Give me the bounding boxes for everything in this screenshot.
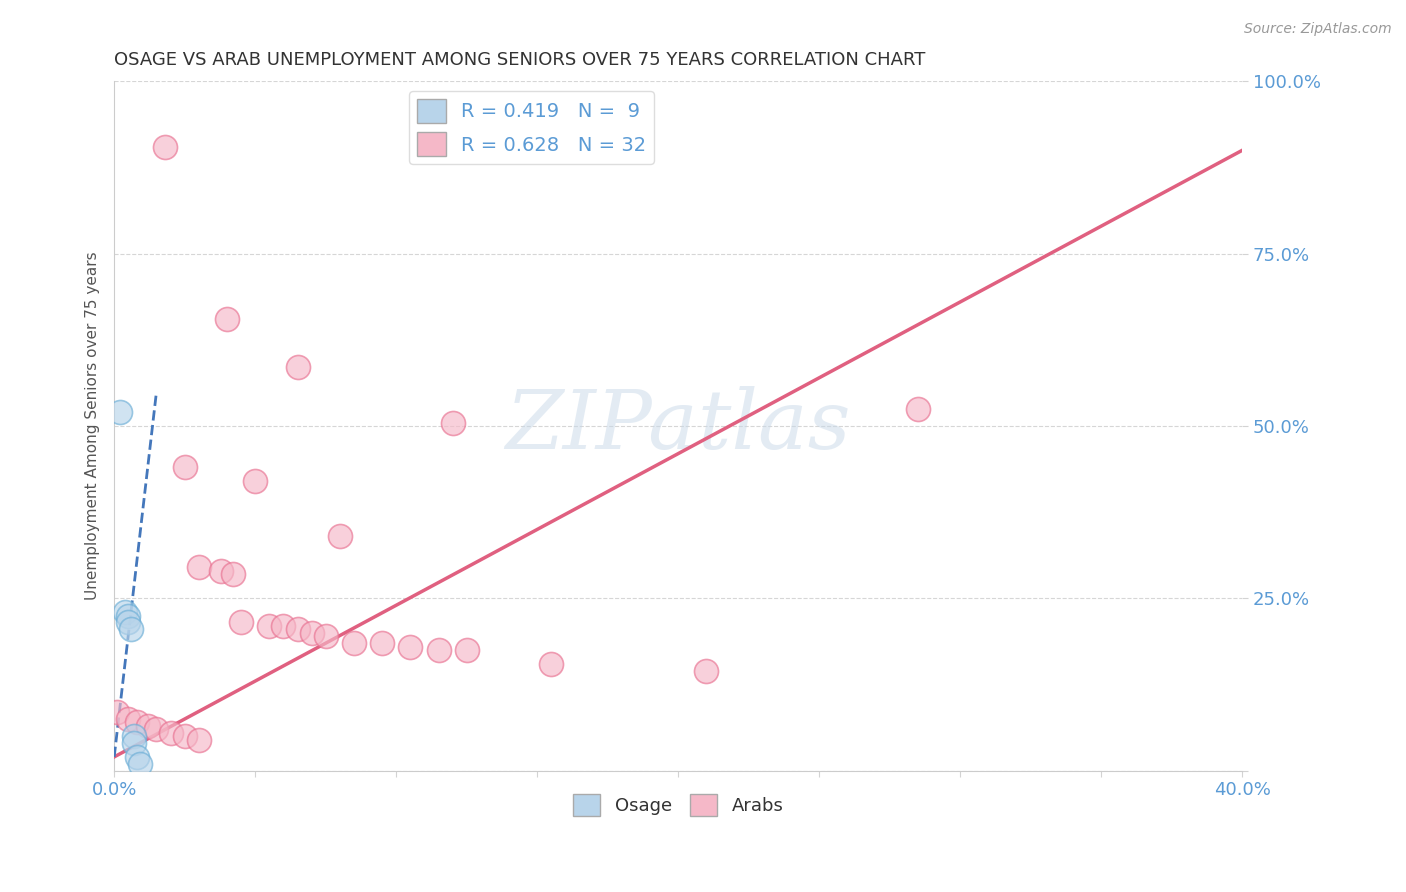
Point xyxy=(153,140,176,154)
Point xyxy=(245,474,267,488)
Point xyxy=(456,643,478,657)
Point xyxy=(287,360,309,375)
Point xyxy=(187,732,209,747)
Point xyxy=(441,416,464,430)
Point xyxy=(125,715,148,730)
Point xyxy=(117,608,139,623)
Point xyxy=(301,625,323,640)
Point xyxy=(907,401,929,416)
Point xyxy=(315,629,337,643)
Point xyxy=(399,640,422,654)
Point xyxy=(145,723,167,737)
Point xyxy=(114,605,136,619)
Point xyxy=(287,623,309,637)
Point xyxy=(105,705,128,719)
Point xyxy=(173,729,195,743)
Point xyxy=(117,712,139,726)
Point xyxy=(187,560,209,574)
Point xyxy=(695,664,717,678)
Point xyxy=(120,623,142,637)
Point xyxy=(229,615,252,630)
Point xyxy=(159,726,181,740)
Point xyxy=(540,657,562,671)
Point xyxy=(221,567,243,582)
Point xyxy=(108,405,131,419)
Point xyxy=(343,636,366,650)
Point xyxy=(122,729,145,743)
Point xyxy=(427,643,450,657)
Point xyxy=(329,529,352,543)
Point xyxy=(273,619,295,633)
Text: Source: ZipAtlas.com: Source: ZipAtlas.com xyxy=(1244,22,1392,37)
Point xyxy=(209,564,232,578)
Point xyxy=(117,615,139,630)
Point xyxy=(215,312,238,326)
Text: OSAGE VS ARAB UNEMPLOYMENT AMONG SENIORS OVER 75 YEARS CORRELATION CHART: OSAGE VS ARAB UNEMPLOYMENT AMONG SENIORS… xyxy=(114,51,925,69)
Point xyxy=(122,736,145,750)
Point xyxy=(259,619,281,633)
Point xyxy=(136,719,159,733)
Point xyxy=(173,460,195,475)
Text: ZIPatlas: ZIPatlas xyxy=(506,386,851,466)
Y-axis label: Unemployment Among Seniors over 75 years: Unemployment Among Seniors over 75 years xyxy=(86,252,100,600)
Point xyxy=(128,756,150,771)
Point xyxy=(125,750,148,764)
Point xyxy=(371,636,394,650)
Legend: Osage, Arabs: Osage, Arabs xyxy=(567,788,790,823)
